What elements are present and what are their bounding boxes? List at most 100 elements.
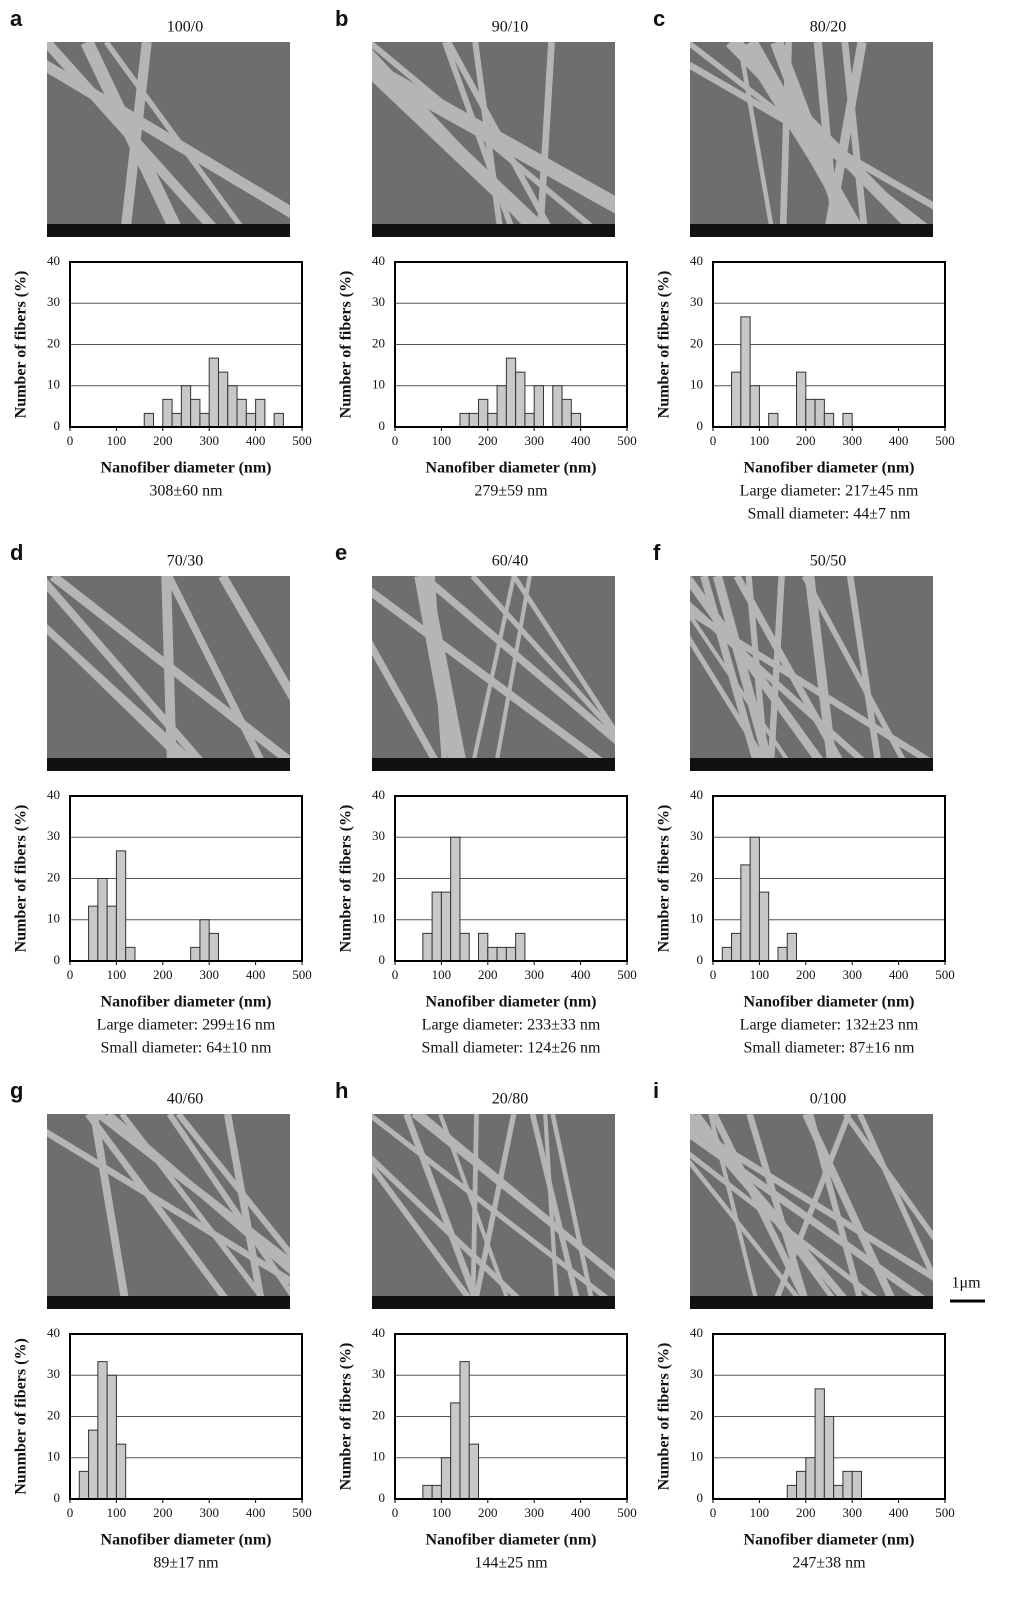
bar <box>115 1443 127 1500</box>
fiber <box>372 587 603 758</box>
panel-letter: e <box>335 540 347 565</box>
x-tick-label: 200 <box>153 1505 173 1520</box>
bar <box>162 398 173 428</box>
x-tick-label: 100 <box>107 1505 127 1520</box>
fiber <box>690 1123 933 1281</box>
x-tick-label: 200 <box>796 967 816 982</box>
fiber <box>690 1159 800 1296</box>
bar <box>468 1443 480 1500</box>
y-tick-label: 20 <box>690 335 703 350</box>
x-axis-title: Nanofiber diameter (nm) <box>744 460 915 477</box>
caption: 279±59 nm <box>474 483 548 500</box>
sem-info-bar <box>372 224 615 237</box>
x-axis-title: Nanofiber diameter (nm) <box>744 1532 915 1549</box>
y-tick-label: 10 <box>372 377 385 392</box>
bar <box>227 385 238 428</box>
fiber <box>90 1114 129 1296</box>
sem-image <box>47 576 290 771</box>
y-tick-label: 0 <box>697 952 704 967</box>
plot-frame <box>69 261 303 428</box>
y-axis-title: Number of fibers (%) <box>338 805 355 953</box>
caption: Small diameter: 64±10 nm <box>101 1040 273 1057</box>
bar <box>115 850 127 962</box>
x-tick-label: 0 <box>67 433 74 448</box>
sem-info-bar <box>690 758 933 771</box>
bar <box>106 1374 117 1500</box>
y-tick-label: 0 <box>379 418 386 433</box>
caption: Large diameter: 299±16 nm <box>97 1017 276 1034</box>
bar <box>422 932 433 962</box>
x-tick-label: 300 <box>199 1505 219 1520</box>
bar <box>217 371 229 428</box>
fiber <box>429 576 448 758</box>
bar <box>552 385 563 428</box>
panel-letter: g <box>10 1078 23 1103</box>
x-tick-label: 200 <box>796 1505 816 1520</box>
x-tick-label: 300 <box>199 433 219 448</box>
bar <box>97 1361 108 1500</box>
y-tick-label: 30 <box>47 828 60 843</box>
y-tick-label: 10 <box>372 911 385 926</box>
caption: Small diameter: 124±26 nm <box>422 1040 602 1057</box>
fiber <box>442 42 514 224</box>
y-tick-label: 40 <box>690 1325 703 1340</box>
x-tick-label: 0 <box>710 433 717 448</box>
bar <box>805 398 816 428</box>
y-tick-label: 0 <box>54 1490 61 1505</box>
sem-image <box>372 576 615 771</box>
panel-letter: f <box>653 540 661 565</box>
sem-image <box>47 1114 290 1309</box>
bar <box>450 836 461 962</box>
x-tick-label: 0 <box>710 1505 717 1520</box>
plot-frame <box>394 1333 628 1500</box>
bar <box>106 905 117 962</box>
bar <box>440 891 452 962</box>
x-axis-title: Nanofiber diameter (nm) <box>426 1532 597 1549</box>
fiber <box>841 42 868 224</box>
fiber <box>85 1114 228 1296</box>
y-tick-label: 0 <box>379 952 386 967</box>
panel-title: 0/100 <box>810 1091 846 1108</box>
y-tick-label: 30 <box>372 1366 385 1381</box>
fiber <box>372 49 536 224</box>
fibers <box>47 42 290 224</box>
bar <box>450 1402 461 1500</box>
bar <box>814 1388 825 1500</box>
fiber <box>529 1114 580 1296</box>
y-tick-label: 40 <box>690 253 703 268</box>
y-tick-label: 10 <box>690 1449 703 1464</box>
y-tick-label: 0 <box>54 952 61 967</box>
y-axis-title: Number of fibers (%) <box>656 1343 673 1491</box>
y-axis-title: Number of fibers (%) <box>338 271 355 419</box>
panel-letter: c <box>653 6 665 31</box>
x-tick-label: 0 <box>67 1505 74 1520</box>
bar <box>422 1484 433 1500</box>
fiber <box>372 1155 520 1296</box>
x-tick-label: 100 <box>432 967 452 982</box>
x-axis-title: Nanofiber diameter (nm) <box>101 1532 272 1549</box>
x-tick-label: 200 <box>153 433 173 448</box>
panel-title: 50/50 <box>810 553 846 570</box>
bar <box>721 946 733 962</box>
x-tick-label: 500 <box>617 433 637 448</box>
y-tick-label: 20 <box>47 335 60 350</box>
panel-letter: i <box>653 1078 659 1103</box>
bar <box>459 412 470 428</box>
x-axis-title: Nanofiber diameter (nm) <box>426 460 597 477</box>
y-tick-label: 40 <box>47 787 60 802</box>
fiber <box>96 1114 290 1267</box>
bar <box>245 412 257 428</box>
x-tick-label: 0 <box>67 967 74 982</box>
caption: Small diameter: 44±7 nm <box>748 506 912 523</box>
y-tick-label: 30 <box>690 1366 703 1381</box>
y-tick-label: 0 <box>379 1490 386 1505</box>
bar <box>208 932 219 962</box>
bar <box>431 891 442 962</box>
fiber <box>420 576 615 745</box>
bar <box>487 946 498 962</box>
caption: Small diameter: 87±16 nm <box>744 1040 916 1057</box>
fiber <box>543 1114 559 1296</box>
